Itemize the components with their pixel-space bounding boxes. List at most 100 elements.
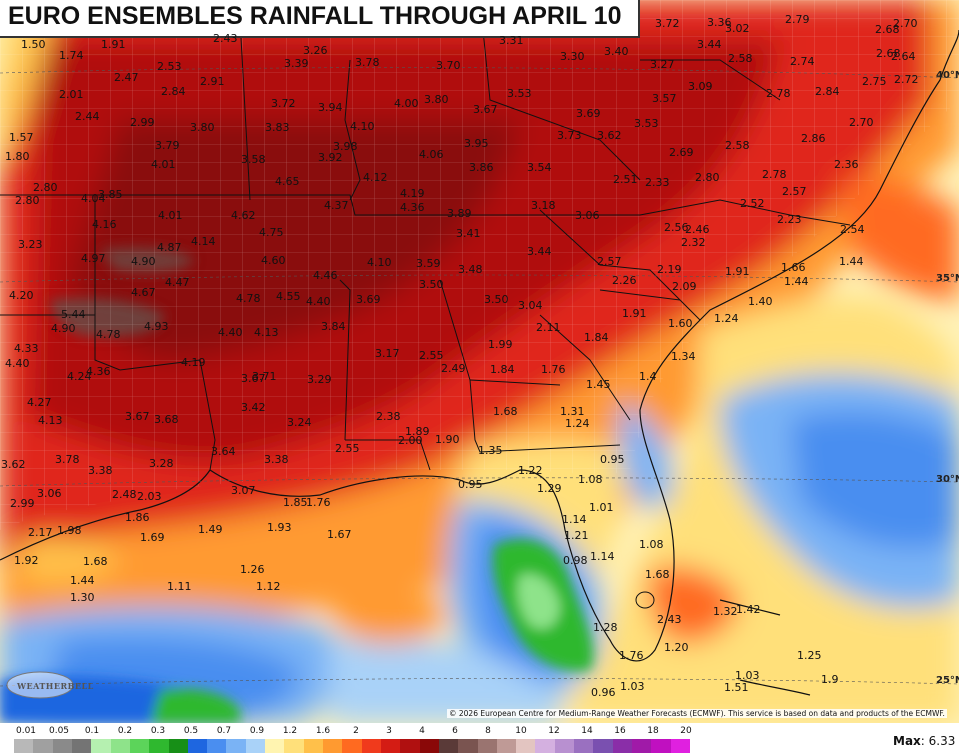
rainfall-value: 4.47 [165,276,190,289]
rainfall-value: 2.70 [893,17,918,30]
rainfall-value: 1.84 [584,331,609,344]
legend-swatch [245,739,266,753]
rainfall-value: 2.68 [875,23,900,36]
legend-swatch [303,739,324,753]
rainfall-value: 2.33 [645,176,670,189]
rainfall-value: 1.44 [839,255,864,268]
rainfall-value: 3.80 [424,93,449,106]
rainfall-value: 3.57 [652,92,677,105]
rainfall-value: 0.95 [600,453,625,466]
rainfall-value: 4.87 [157,241,182,254]
rainfall-value: 1.86 [125,511,150,524]
rainfall-value: 5.44 [61,308,86,321]
rainfall-value: 4.46 [313,269,338,282]
rainfall-value: 4.90 [51,322,76,335]
rainfall-value: 4.13 [38,414,63,427]
rainfall-value: 2.58 [728,52,753,65]
rainfall-value: 3.04 [518,299,543,312]
rainfall-value: 3.44 [527,245,552,258]
rainfall-value: 3.50 [484,293,509,306]
rainfall-value: 3.71 [252,370,277,383]
legend-swatch [187,739,208,753]
rainfall-value: 2.86 [801,132,826,145]
legend-swatch [265,739,285,753]
legend-label: 20 [680,726,692,736]
rainfall-value: 2.79 [785,13,810,26]
rainfall-value: 4.40 [306,295,331,308]
rainfall-value: 3.29 [307,373,332,386]
legend-swatch [419,739,440,753]
rainfall-value: 3.67 [125,410,150,423]
rainfall-value: 1.03 [620,680,645,693]
rainfall-value: 4.27 [27,396,52,409]
rainfall-value: 2.26 [612,274,637,287]
rainfall-value: 3.80 [190,121,215,134]
rainfall-value: 3.78 [55,453,80,466]
legend-swatch [361,739,382,753]
rainfall-value: 1.14 [590,550,615,563]
legend-swatch [168,739,189,753]
rainfall-value: 4.01 [158,209,183,222]
rainfall-value: 3.06 [37,487,62,500]
state-borders [0,0,851,471]
rainfall-value: 2.09 [672,280,697,293]
rainfall-value: 2.49 [441,362,466,375]
rainfall-value: 0.96 [591,686,616,699]
rainfall-value: 3.58 [241,153,266,166]
rainfall-value: 2.55 [335,442,360,455]
legend-swatch [71,739,92,753]
rainfall-value: 3.38 [88,464,113,477]
rainfall-value: 4.55 [276,290,301,303]
legend-swatch [670,739,691,753]
rainfall-value: 3.40 [604,45,629,58]
rainfall-value: 2.57 [597,255,622,268]
rainfall-value: 2.44 [75,110,100,123]
rainfall-value: 2.11 [536,321,561,334]
rainfall-value: 2.51 [613,173,638,186]
rainfall-value: 3.94 [318,101,343,114]
legend-label: 16 [614,726,626,736]
rainfall-value: 3.44 [697,38,722,51]
rainfall-value: 4.67 [131,286,156,299]
rainfall-value: 2.17 [28,526,53,539]
rainfall-value: 1.29 [537,482,562,495]
legend-swatch [323,739,343,753]
rainfall-value: 0.95 [458,478,483,491]
legend-swatch [52,739,73,753]
legend-swatch [593,739,614,753]
rainfall-value: 1.90 [435,433,460,446]
rainfall-value: 2.78 [766,87,791,100]
rainfall-value: 3.27 [650,58,675,71]
rainfall-value: 2.74 [790,55,815,68]
rainfall-value: 3.69 [576,107,601,120]
rainfall-value: 3.85 [98,188,123,201]
rainfall-value: 4.90 [131,255,156,268]
rainfall-value: 1.35 [478,444,503,457]
rainfall-value: 3.68 [154,413,179,426]
rainfall-value: 2.00 [398,434,423,447]
legend-label: 0.2 [117,726,133,736]
rainfall-value: 4.00 [394,97,419,110]
rainfall-value: 1.91 [622,307,647,320]
rainfall-value: 4.40 [5,357,30,370]
rainfall-value: 1.01 [589,501,614,514]
legend-swatch [91,739,112,753]
legend-swatch [516,739,536,753]
title-box: EURO ENSEMBLES RAINFALL THROUGH APRIL 10 [0,0,640,38]
rainfall-value: 1.42 [736,603,761,616]
legend-label: 0.5 [183,726,199,736]
rainfall-value: 3.70 [436,59,461,72]
rainfall-value: 3.62 [597,129,622,142]
rainfall-value: 1.67 [327,528,352,541]
rainfall-value: 4.24 [67,370,92,383]
rainfall-value: 1.31 [560,405,585,418]
rainfall-value: 1.60 [668,317,693,330]
rainfall-value: 3.72 [655,17,680,30]
legend-label: 0.9 [249,726,265,736]
rainfall-value: 2.80 [15,194,40,207]
legend-swatch [380,739,401,753]
rainfall-value: 4.33 [14,342,39,355]
rainfall-value: 3.07 [231,484,256,497]
rainfall-value: 2.70 [849,116,874,129]
rainfall-value: 3.95 [464,137,489,150]
